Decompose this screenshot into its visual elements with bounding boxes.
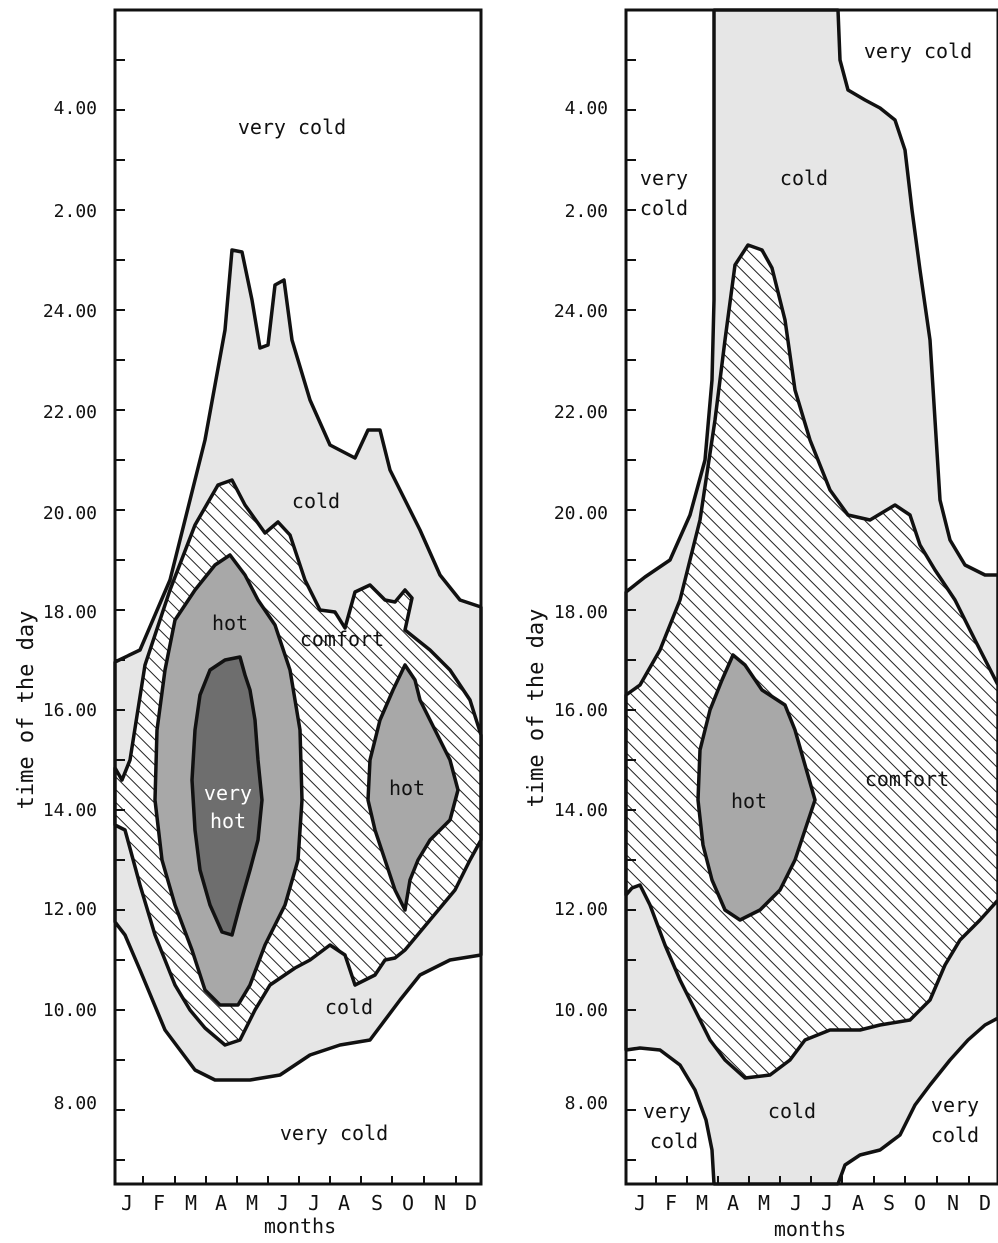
- left-month-feb: F: [153, 1191, 165, 1215]
- right-chart: 4.00 2.00 24.00 22.00 20.00 18.00 16.00 …: [524, 8, 998, 1241]
- right-ytick-24: 24.00: [554, 301, 608, 322]
- right-ytick-22: 22.00: [554, 402, 608, 423]
- right-ytick-20: 20.00: [554, 503, 608, 524]
- right-label-very-cold-left-line2: cold: [640, 196, 688, 220]
- right-hot-region: [696, 653, 817, 922]
- left-label-very-cold-top: very cold: [238, 115, 346, 139]
- left-label-very-cold-bottom: very cold: [280, 1121, 388, 1145]
- right-month-feb: F: [665, 1191, 677, 1215]
- left-month-dec: D: [465, 1191, 477, 1215]
- left-ytick-14: 14.00: [43, 800, 97, 821]
- right-month-oct: O: [914, 1191, 926, 1215]
- left-month-jan: J: [121, 1191, 133, 1215]
- right-x-axis-title: months: [774, 1217, 846, 1241]
- right-label-comfort: comfort: [865, 767, 949, 791]
- right-month-jan: J: [634, 1191, 646, 1215]
- left-month-nov: N: [434, 1191, 446, 1215]
- left-label-hot-2: hot: [389, 776, 425, 800]
- left-ytick-18: 18.00: [43, 602, 97, 623]
- right-label-cold-bottom: cold: [768, 1099, 816, 1123]
- right-month-aug: A: [852, 1191, 864, 1215]
- right-label-cold-top: cold: [780, 166, 828, 190]
- right-ytick-16: 16.00: [554, 700, 608, 721]
- right-label-hot: hot: [731, 789, 767, 813]
- left-ytick-24: 24.00: [43, 301, 97, 322]
- right-month-may: M: [758, 1191, 770, 1215]
- right-month-jun: J: [790, 1191, 802, 1215]
- left-ytick-4: 4.00: [54, 98, 97, 119]
- left-label-very-hot-line1: very: [204, 781, 252, 805]
- right-month-mar: M: [696, 1191, 708, 1215]
- left-label-very-hot-line2: hot: [210, 809, 246, 833]
- left-label-comfort: comfort: [300, 627, 384, 651]
- left-ytick-8: 8.00: [54, 1093, 97, 1114]
- right-label-very-cold-left-line1: very: [640, 166, 688, 190]
- right-month-sep: S: [883, 1191, 895, 1215]
- right-month-nov: N: [947, 1191, 959, 1215]
- right-ytick-2: 2.00: [565, 201, 608, 222]
- left-ytick-20: 20.00: [43, 503, 97, 524]
- left-very-hot-region: [190, 655, 264, 937]
- right-ytick-10: 10.00: [554, 1000, 608, 1021]
- left-hot-region-2: [366, 663, 460, 912]
- left-ytick-22: 22.00: [43, 402, 97, 423]
- left-y-axis-minor-ticks: [115, 59, 125, 1161]
- left-ytick-16: 16.00: [43, 700, 97, 721]
- left-label-cold-bottom: cold: [325, 995, 373, 1019]
- left-label-hot-1: hot: [212, 611, 248, 635]
- left-month-apr: A: [215, 1191, 227, 1215]
- left-month-oct: O: [402, 1191, 414, 1215]
- left-month-sep: S: [371, 1191, 383, 1215]
- right-y-axis-title: time of the day: [524, 609, 549, 808]
- right-label-very-cold-bottom-right-line2: cold: [931, 1123, 979, 1147]
- left-month-may: M: [246, 1191, 258, 1215]
- left-x-axis-title: months: [264, 1214, 336, 1238]
- right-x-axis-ticks: [655, 1176, 970, 1184]
- right-label-very-cold-bottom-left-line2: cold: [650, 1129, 698, 1153]
- left-label-cold-top: cold: [292, 489, 340, 513]
- right-ytick-14: 14.00: [554, 800, 608, 821]
- right-label-very-cold-bottom-left-line1: very: [643, 1099, 691, 1123]
- right-ytick-4: 4.00: [565, 98, 608, 119]
- right-label-very-cold-bottom-right-line1: very: [931, 1093, 979, 1117]
- right-ytick-12: 12.00: [554, 899, 608, 920]
- left-month-aug: A: [338, 1191, 350, 1215]
- right-ytick-8: 8.00: [565, 1093, 608, 1114]
- left-ytick-12: 12.00: [43, 899, 97, 920]
- right-month-dec: D: [979, 1191, 991, 1215]
- right-label-very-cold-top-right: very cold: [864, 39, 972, 63]
- left-chart: 4.00 2.00 24.00 22.00 20.00 18.00 16.00 …: [14, 8, 483, 1238]
- left-month-mar: M: [185, 1191, 197, 1215]
- right-y-axis-minor-ticks: [626, 59, 636, 1161]
- right-month-jul: J: [821, 1191, 833, 1215]
- left-y-axis-title: time of the day: [14, 611, 39, 810]
- right-month-apr: A: [727, 1191, 739, 1215]
- left-x-axis-ticks: [142, 1176, 457, 1184]
- left-ytick-2: 2.00: [54, 201, 97, 222]
- left-ytick-10: 10.00: [43, 1000, 97, 1021]
- left-month-jul: J: [308, 1191, 320, 1215]
- right-ytick-18: 18.00: [554, 602, 608, 623]
- left-month-jun: J: [277, 1191, 289, 1215]
